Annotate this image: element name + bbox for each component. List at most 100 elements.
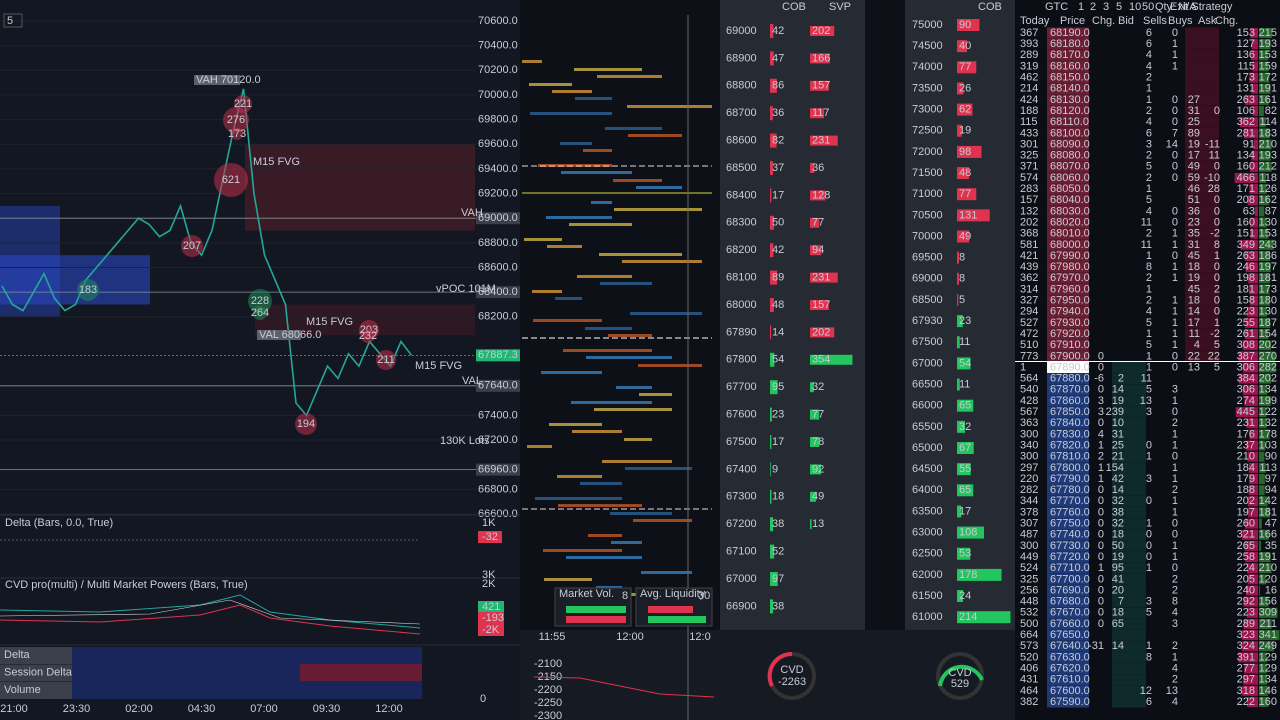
svp-bar <box>810 354 853 365</box>
side-cell <box>1185 328 1219 340</box>
bubble <box>181 235 203 257</box>
price-cell <box>1047 573 1089 585</box>
cvd-line <box>0 599 421 625</box>
side-cell <box>1112 663 1146 675</box>
dom-cell: 1 <box>1172 506 1178 518</box>
dom-cell: 349 <box>1237 239 1255 251</box>
ladder-price: 66900 <box>726 600 757 612</box>
dom-cell: 11 <box>1189 328 1200 340</box>
price-cell <box>1047 261 1089 273</box>
dom-cell: 1 <box>1172 317 1178 329</box>
dom-bar <box>1259 362 1276 373</box>
price-cell <box>1047 139 1089 150</box>
time-label: 23:30 <box>63 703 91 715</box>
dom-cell: 0 <box>1098 584 1104 596</box>
fvg-label: M15 FVG <box>253 156 300 168</box>
cob-bar <box>957 442 974 454</box>
heatmap-cell <box>558 504 642 507</box>
dom-bar <box>1259 485 1265 496</box>
toolbar-item[interactable]: 50 <box>1142 1 1154 13</box>
dom-cell: 527 <box>1020 317 1038 329</box>
ladder-cob: 26 <box>959 82 971 94</box>
dom-cell: 0 <box>1098 540 1104 552</box>
heatmap-cell <box>544 578 592 581</box>
toolbar-item[interactable]: 2 <box>1090 1 1096 13</box>
dom-cell: 237 <box>1237 439 1255 451</box>
toolbar-item[interactable]: 3 <box>1103 1 1109 13</box>
dom-cell: 67920.0 <box>1050 328 1090 340</box>
dom-cell: 573 <box>1020 640 1038 652</box>
dom-cell: 433 <box>1020 127 1038 139</box>
dom-bar <box>1241 630 1258 641</box>
dom-cell: 67830.0 <box>1050 428 1090 440</box>
dom-cell: 65 <box>1112 618 1124 630</box>
dom-cell: 94 <box>1265 484 1277 496</box>
heatmap-cell <box>566 556 642 559</box>
toolbar-item[interactable]: GTC <box>1045 1 1068 13</box>
ladder-price: 67300 <box>726 491 757 503</box>
dom-cell: 289 <box>1237 618 1255 630</box>
dom-cell: 180 <box>1259 295 1277 307</box>
ladder-cob: 52 <box>772 546 784 558</box>
bubble-label: 276 <box>227 114 245 126</box>
price-axis-label: 69600.0 <box>478 138 518 150</box>
dom-cell: 67770.0 <box>1050 495 1090 507</box>
ladder-price: 62500 <box>912 548 943 560</box>
svp-bar <box>810 108 825 119</box>
toolbar-item[interactable]: 5 <box>1116 1 1122 13</box>
toolbar-item[interactable]: Qty: N/A <box>1155 1 1197 13</box>
dom-cell: 2 <box>1146 105 1152 117</box>
dom-cell: 0 <box>1172 451 1178 463</box>
cob-bar <box>957 230 970 243</box>
time-label: 12:00 <box>616 631 644 643</box>
dom-cell: 176 <box>1237 428 1255 440</box>
cob-bar <box>957 420 965 433</box>
dom-cell: 202 <box>1237 495 1255 507</box>
dom-cell: 327 <box>1020 295 1038 307</box>
side-cell <box>1112 362 1146 373</box>
price-cell <box>1047 440 1089 452</box>
delta-axis: -32 <box>482 531 498 543</box>
toolbar-item[interactable]: 10 <box>1129 1 1141 13</box>
svp-bar <box>810 26 835 36</box>
heatmap-cell <box>572 430 622 433</box>
dom-bar <box>1259 172 1267 183</box>
ladder-price: 67200 <box>726 518 757 530</box>
lots-label: 130K Lots <box>440 435 490 447</box>
toolbar-item[interactable]: Exit Strategy <box>1170 1 1233 13</box>
heat-strip <box>300 664 422 681</box>
dom-cell: 363 <box>1020 417 1038 429</box>
dom-bar <box>1259 418 1267 429</box>
ladder-svp: 202 <box>812 326 830 338</box>
dom-cell: 67660.0 <box>1050 618 1090 630</box>
dom-cell: 5 <box>1146 607 1152 619</box>
delta-title: Delta (Bars, 0.0, True) <box>5 517 113 529</box>
gauge-label: CVD <box>948 667 971 679</box>
dom-bar <box>1259 251 1271 261</box>
pane-row-label: Session Delta <box>4 666 73 678</box>
dom-bar <box>1259 663 1267 674</box>
heatmap-cell <box>586 356 672 359</box>
stat-value: 30 <box>698 590 710 602</box>
dom-cell: 67980.0 <box>1050 261 1090 273</box>
cvd-line <box>0 604 421 635</box>
dom-cell: 0 <box>1172 94 1178 106</box>
side-cell <box>1112 462 1146 474</box>
side-cell <box>1185 272 1219 284</box>
dom-cell: 0 <box>1172 406 1178 418</box>
side-cell <box>1112 629 1146 641</box>
dom-bar <box>1259 552 1271 563</box>
dom-cell: 1 <box>1172 306 1178 318</box>
dom-cell: 67650.0 <box>1050 629 1090 641</box>
ladder-cob: 9 <box>772 463 778 475</box>
dom-cell: 67610.0 <box>1050 674 1090 686</box>
cob-bar <box>770 462 771 477</box>
dom-cell: 67680.0 <box>1050 596 1090 608</box>
dom-cell: 67720.0 <box>1050 551 1090 563</box>
dom-bar <box>1250 295 1258 306</box>
toolbar-item[interactable]: 1 <box>1078 1 1084 13</box>
dom-cell: 208 <box>1237 194 1255 206</box>
cob-bar <box>957 611 1011 624</box>
dom-cell: 7 <box>1172 127 1178 139</box>
cob-bar <box>957 145 982 158</box>
